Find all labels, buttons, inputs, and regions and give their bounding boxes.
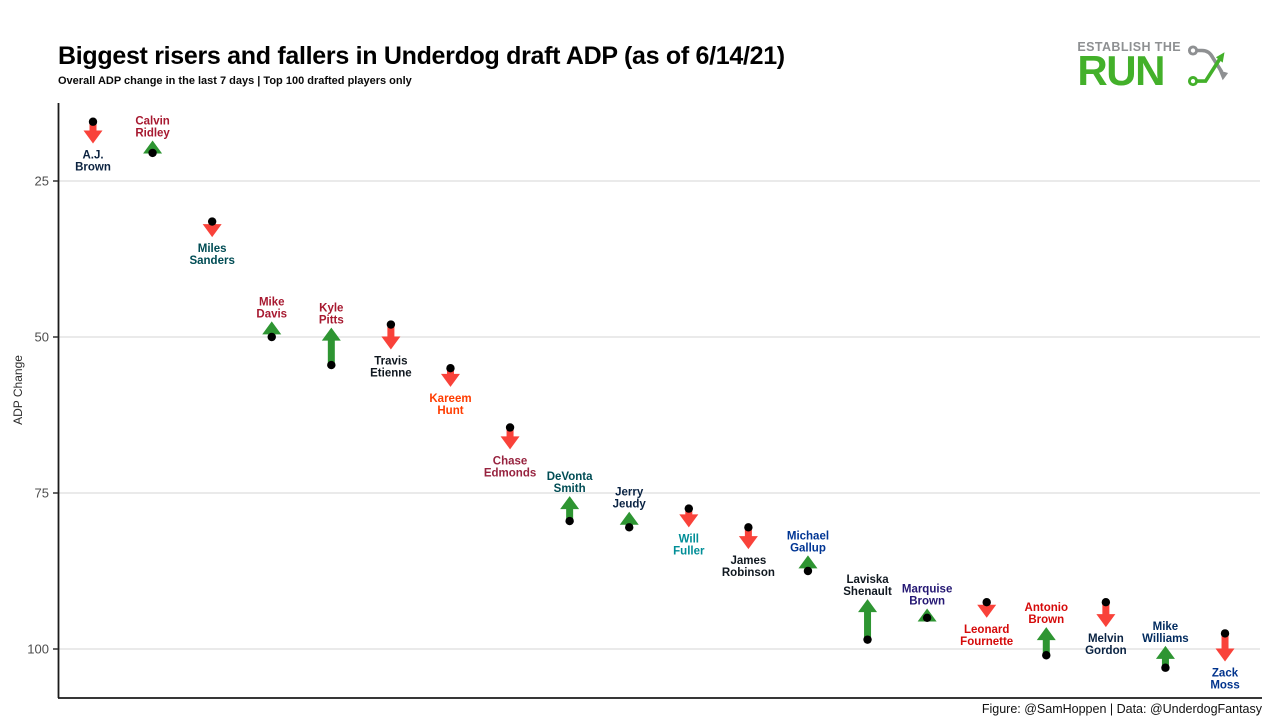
player-start-marker: [625, 523, 634, 532]
player-label: Mike Williams: [1142, 621, 1189, 645]
logo-main-text: RUN: [1077, 47, 1165, 95]
y-tick-label: 25: [35, 174, 49, 189]
player-arrow-head: [500, 436, 520, 450]
player-start-marker: [1161, 663, 1170, 672]
player-arrow-head: [560, 496, 580, 510]
player-label: Mike Davis: [256, 296, 287, 320]
player-label: Calvin Ridley: [135, 115, 170, 139]
player-label: Michael Gallup: [787, 530, 829, 554]
player-start-marker: [148, 148, 157, 158]
y-axis-title: ADP Change: [11, 355, 25, 425]
player-label: Antonio Brown: [1025, 602, 1068, 626]
player-start-marker: [863, 635, 872, 644]
player-start-marker: [1101, 598, 1111, 607]
player-arrow-head: [798, 555, 818, 569]
chart-header: Biggest risers and fallers in Underdog d…: [58, 42, 785, 87]
player-label: Will Fuller: [673, 533, 705, 557]
player-arrow-head: [679, 514, 699, 528]
player-arrow-head: [1096, 614, 1116, 628]
player-arrow-head: [738, 536, 758, 550]
logo-wordmark: ESTABLISH THE RUN: [1077, 40, 1181, 95]
player-start-marker: [1220, 629, 1230, 638]
figure-caption: Figure: @SamHoppen | Data: @UnderdogFant…: [981, 702, 1262, 716]
player-label: Travis Etienne: [370, 355, 412, 379]
player-label: Zack Moss: [1210, 667, 1239, 691]
player-start-marker: [327, 360, 336, 370]
player-label: DeVonta Smith: [547, 471, 593, 495]
player-arrow-head: [381, 336, 401, 350]
player-label: Kyle Pitts: [319, 303, 344, 327]
player-start-marker: [982, 598, 991, 607]
player-arrow-head: [262, 321, 282, 335]
chart-subtitle: Overall ADP change in the last 7 days | …: [58, 75, 412, 87]
y-tick-label: 100: [27, 642, 49, 657]
chart-title: Biggest risers and fallers in Underdog d…: [58, 42, 785, 70]
player-label: Jerry Jeudy: [613, 487, 647, 511]
player-label: Melvin Gordon: [1085, 633, 1127, 657]
player-label: A.J. Brown: [75, 150, 111, 174]
player-label: Kareem Hunt: [429, 393, 471, 417]
logo-arrows-icon: [1187, 45, 1229, 87]
player-start-marker: [1042, 651, 1051, 660]
y-tick-label: 75: [35, 486, 49, 501]
player-start-marker: [744, 523, 753, 532]
player-start-marker: [565, 516, 574, 526]
player-label: Marquise Brown: [902, 583, 953, 607]
player-arrow-head: [1215, 648, 1235, 662]
player-start-marker: [803, 566, 813, 576]
player-arrow-head: [1036, 627, 1056, 641]
player-start-marker: [386, 320, 396, 329]
player-start-marker: [684, 504, 693, 513]
player-arrow-head: [440, 373, 460, 387]
player-label: Chase Edmonds: [484, 455, 536, 479]
player-start-marker: [505, 423, 515, 432]
player-start-marker: [922, 613, 932, 622]
player-arrow-head: [619, 511, 639, 525]
player-start-marker: [207, 217, 217, 226]
player-arrow-head: [321, 327, 341, 341]
player-arrow-head: [1155, 645, 1175, 659]
player-arrow-head: [202, 224, 222, 238]
player-label: James Robinson: [722, 555, 775, 579]
y-tick-label: 50: [35, 330, 49, 345]
logo-top-text: ESTABLISH THE: [1077, 40, 1181, 55]
player-arrow-head: [83, 130, 103, 144]
player-start-marker: [267, 332, 276, 342]
player-arrow-head: [977, 604, 997, 618]
player-label: Leonard Fournette: [960, 624, 1013, 648]
player-arrow-head: [143, 140, 163, 154]
player-start-marker: [446, 364, 455, 373]
player-label: Laviska Shenault: [843, 574, 892, 598]
player-label: Miles Sanders: [189, 243, 234, 267]
establish-the-run-logo: ESTABLISH THE RUN: [1077, 36, 1238, 92]
player-arrow-head: [858, 599, 878, 613]
player-start-marker: [88, 117, 98, 126]
